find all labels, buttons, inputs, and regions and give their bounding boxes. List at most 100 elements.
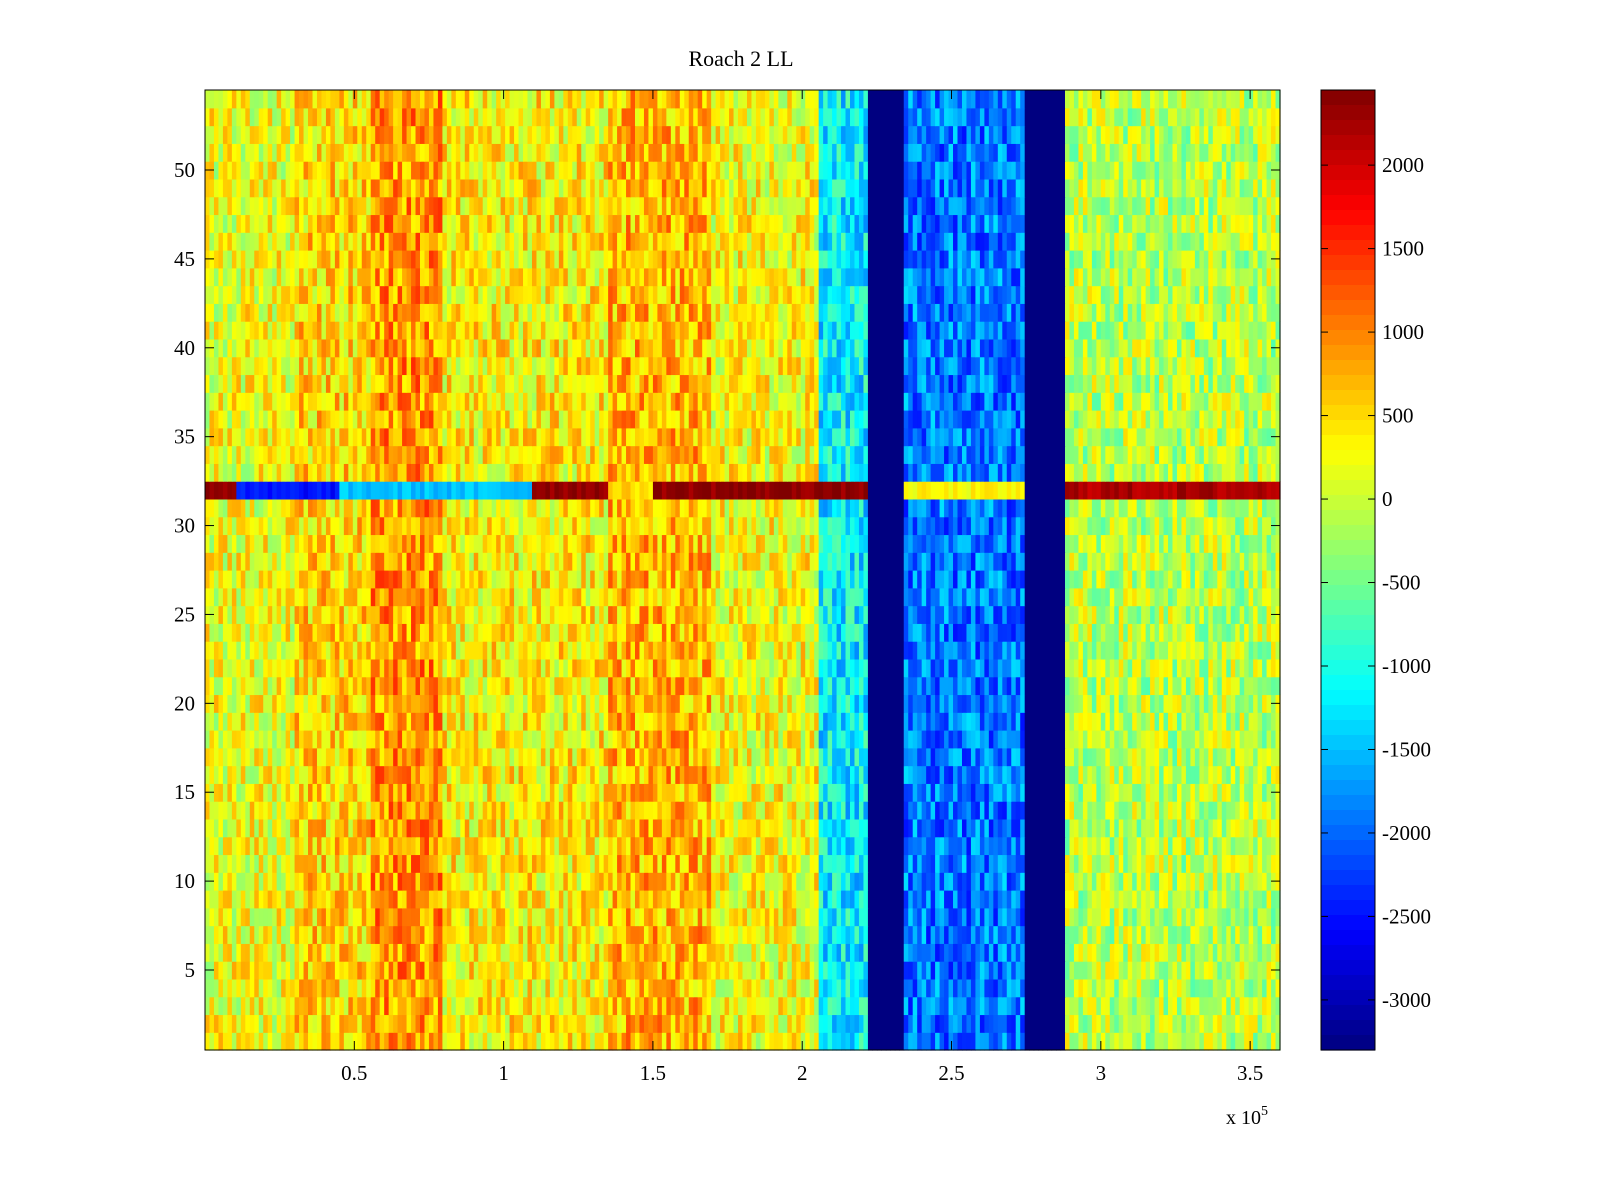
heatmap-cell [496, 836, 502, 856]
heatmap-cell [639, 783, 645, 802]
heatmap-cell [612, 925, 618, 944]
heatmap-cell [1190, 783, 1196, 802]
heatmap-cell [406, 907, 412, 927]
heatmap-cell [1065, 712, 1071, 731]
heatmap-cell [1073, 996, 1080, 1016]
heatmap-cell [827, 854, 833, 873]
heatmap-cell [330, 783, 336, 802]
heatmap-cell [603, 1014, 609, 1033]
heatmap-cell [590, 925, 596, 944]
heatmap-cell [330, 676, 336, 696]
heatmap-cell [1141, 765, 1147, 784]
heatmap-cell [1141, 730, 1147, 749]
heatmap-cell [733, 747, 739, 767]
heatmap-cell [357, 712, 363, 731]
heatmap-cell [639, 925, 645, 944]
heatmap-cell [285, 801, 291, 820]
heatmap-cell [800, 712, 806, 731]
heatmap-cell [657, 1014, 663, 1033]
heatmap-cell [872, 747, 878, 767]
heatmap-cell [773, 1014, 779, 1033]
heatmap-cell [1181, 818, 1187, 838]
heatmap-cell [585, 676, 591, 696]
heatmap-cell [554, 943, 560, 962]
heatmap-cell [979, 961, 985, 980]
heatmap-cell [267, 730, 273, 749]
heatmap-cell [1262, 801, 1268, 820]
heatmap-cell [1181, 712, 1187, 731]
heatmap-cell [464, 978, 470, 998]
heatmap-cell [1185, 854, 1192, 873]
heatmap-cell [670, 765, 676, 784]
heatmap-cell [437, 730, 443, 749]
heatmap-cell [957, 1014, 963, 1033]
heatmap-cell [988, 836, 994, 856]
heatmap-cell [858, 854, 865, 873]
heatmap-cell [1212, 836, 1218, 856]
heatmap-cell [272, 872, 278, 891]
heatmap-cell [482, 872, 488, 891]
heatmap-cell [1154, 854, 1160, 873]
heatmap-cell [1118, 854, 1124, 873]
heatmap-cell [258, 1014, 264, 1033]
heatmap-cell [406, 836, 412, 856]
heatmap-cell [1065, 872, 1071, 891]
heatmap-cell [688, 943, 694, 962]
heatmap-cell [1194, 747, 1200, 767]
heatmap-cell [639, 961, 645, 980]
heatmap-cell [1024, 907, 1030, 927]
heatmap-cell [572, 747, 578, 767]
heatmap-cell [585, 747, 591, 767]
heatmap-cell [675, 961, 681, 980]
heatmap-cell [818, 943, 824, 962]
heatmap-cell [339, 818, 345, 838]
heatmap-cell [832, 890, 838, 909]
heatmap-cell [1109, 943, 1115, 962]
heatmap-cell [294, 907, 300, 927]
heatmap-cell [661, 1014, 667, 1033]
heatmap-cell [643, 818, 650, 838]
heatmap-cell [773, 765, 779, 784]
heatmap-cell [567, 925, 573, 944]
heatmap-cell [1060, 943, 1066, 962]
heatmap-cell [572, 836, 578, 856]
heatmap-cell [290, 1032, 296, 1051]
heatmap-cell [796, 836, 802, 856]
heatmap-cell [514, 943, 520, 962]
heatmap-cell [527, 801, 533, 820]
heatmap-cell [599, 996, 605, 1016]
heatmap-cell [1199, 890, 1205, 909]
heatmap-cell [1208, 996, 1214, 1016]
heatmap-cell [1230, 694, 1236, 713]
heatmap-cell [231, 907, 237, 927]
heatmap-cell [836, 801, 842, 820]
heatmap-cell [209, 801, 215, 820]
heatmap-cell [375, 961, 381, 980]
heatmap-cell [1262, 1014, 1268, 1033]
heatmap-cell [227, 925, 233, 944]
heatmap-cell [505, 1014, 511, 1033]
heatmap-cell [1235, 925, 1241, 944]
heatmap-cell [675, 818, 681, 838]
heatmap-cell [500, 694, 506, 713]
heatmap-cell [205, 925, 211, 944]
heatmap-cell [222, 872, 228, 891]
heatmap-cell [1029, 783, 1035, 802]
heatmap-cell [343, 925, 349, 944]
heatmap-cell [1181, 996, 1187, 1016]
heatmap-cell [724, 907, 730, 927]
heatmap-cell [303, 907, 309, 927]
heatmap-cell [961, 925, 968, 944]
heatmap-cell [496, 907, 502, 927]
heatmap-cell [764, 872, 770, 891]
heatmap-cell [406, 712, 412, 731]
heatmap-cell [1271, 1032, 1277, 1051]
heatmap-cell [1136, 712, 1142, 731]
heatmap-cell [370, 872, 376, 891]
heatmap-cell [1114, 890, 1120, 909]
heatmap-cell [926, 978, 932, 998]
heatmap-cell [693, 783, 699, 802]
heatmap-cell [1082, 978, 1088, 998]
heatmap-cell [729, 961, 735, 980]
heatmap-cell [818, 925, 824, 944]
